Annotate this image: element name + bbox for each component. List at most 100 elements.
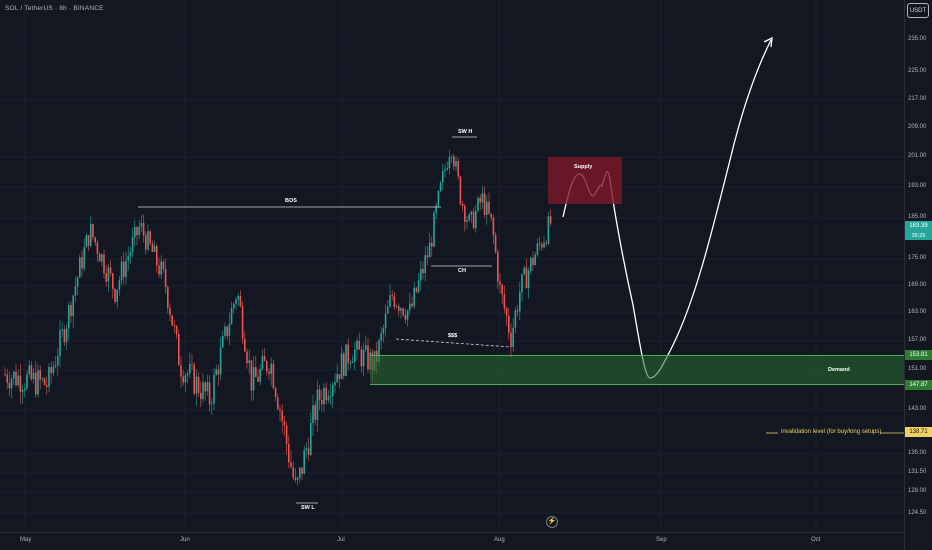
candle-body bbox=[184, 375, 187, 383]
candle-body bbox=[173, 325, 176, 327]
candle-body bbox=[127, 256, 129, 261]
price-tick: 175.00 bbox=[908, 255, 927, 261]
candle-body bbox=[433, 212, 435, 247]
swing-high-label: SW H bbox=[458, 129, 473, 135]
price-tick: 193.00 bbox=[908, 183, 927, 189]
candle-body bbox=[395, 306, 398, 308]
candle-body bbox=[470, 211, 473, 215]
candle-body bbox=[332, 385, 334, 396]
candle-body bbox=[358, 340, 360, 350]
price-tick: 135.00 bbox=[908, 450, 927, 456]
candle-body bbox=[406, 310, 409, 320]
candle-body bbox=[527, 270, 530, 289]
demand-label: Demand bbox=[828, 367, 850, 373]
supply-label: Supply bbox=[574, 164, 593, 170]
candle-body bbox=[349, 362, 352, 364]
candle-body bbox=[444, 169, 446, 172]
candle-body bbox=[226, 326, 228, 336]
supply-zone[interactable]: Supply bbox=[548, 157, 622, 204]
lightning-icon[interactable]: ⚡ bbox=[546, 516, 558, 528]
candle-body bbox=[24, 388, 26, 391]
candle-body bbox=[217, 369, 220, 375]
candle-body bbox=[400, 308, 402, 311]
candle-body bbox=[235, 299, 237, 304]
candle-body bbox=[259, 368, 261, 382]
candle-body bbox=[72, 295, 74, 317]
chart-area[interactable]: SOL / TetherUS · 8h · BINANCE Supply Dem… bbox=[0, 0, 904, 532]
candle-body bbox=[215, 369, 217, 375]
candle-body bbox=[351, 361, 354, 363]
candle-body bbox=[525, 267, 528, 289]
candle-body bbox=[314, 405, 316, 420]
candle-body bbox=[281, 410, 283, 421]
liquidity-line bbox=[395, 338, 512, 348]
candle-body bbox=[378, 340, 380, 362]
time-label: Aug bbox=[494, 537, 505, 543]
countdown-tag: 26:25 bbox=[905, 231, 932, 240]
candle-body bbox=[182, 376, 184, 383]
candle-body bbox=[488, 201, 490, 214]
candle-body bbox=[490, 213, 492, 218]
time-label: Oct bbox=[811, 537, 821, 543]
candle-body bbox=[426, 255, 429, 258]
candle-body bbox=[116, 289, 118, 302]
demand-zone[interactable]: Demand bbox=[370, 355, 904, 385]
candle-body bbox=[70, 305, 72, 317]
candle-body bbox=[248, 360, 250, 364]
candle-body bbox=[197, 376, 200, 393]
candle-body bbox=[483, 193, 486, 216]
candle-body bbox=[296, 477, 299, 480]
candle-body bbox=[382, 328, 385, 334]
price-tick: 185.00 bbox=[908, 214, 927, 220]
candle-body bbox=[76, 277, 79, 287]
price-axis[interactable]: USDT 235.00 225.00 217.00 209.00 201.00 … bbox=[904, 0, 932, 550]
candle-body bbox=[519, 292, 521, 312]
candle-body bbox=[246, 351, 248, 364]
candle-body bbox=[534, 254, 536, 265]
price-tick: 217.00 bbox=[908, 96, 927, 102]
candle-body bbox=[486, 201, 488, 216]
candle-body bbox=[112, 273, 114, 289]
candle-body bbox=[329, 395, 332, 397]
currency-button[interactable]: USDT bbox=[907, 3, 929, 18]
candle-body bbox=[402, 308, 404, 315]
candle-body bbox=[327, 396, 330, 400]
candle-body bbox=[171, 315, 173, 326]
candle-body bbox=[499, 281, 501, 285]
candle-body bbox=[261, 356, 264, 369]
candle-body bbox=[54, 365, 57, 367]
price-tick: 131.50 bbox=[908, 469, 927, 475]
candle-body bbox=[481, 193, 484, 203]
candle-body bbox=[136, 226, 138, 236]
candle-body bbox=[274, 388, 277, 398]
candle-body bbox=[26, 374, 28, 389]
candle-body bbox=[206, 382, 209, 392]
candle-body bbox=[6, 374, 8, 383]
candle-body bbox=[389, 295, 391, 307]
candle-body bbox=[549, 216, 552, 224]
candle-body bbox=[65, 328, 68, 343]
candle-body bbox=[46, 385, 48, 387]
candle-body bbox=[391, 295, 393, 297]
candle-body bbox=[263, 356, 266, 362]
candle-body bbox=[310, 422, 312, 455]
candle-body bbox=[283, 420, 286, 426]
candle-body bbox=[530, 257, 532, 271]
swing-low-label: SW L bbox=[301, 505, 315, 511]
candle-body bbox=[200, 392, 202, 400]
candle-body bbox=[268, 371, 270, 374]
chart-canvas[interactable] bbox=[0, 0, 904, 532]
candle-body bbox=[237, 295, 239, 300]
candle-body bbox=[59, 330, 61, 357]
candle-body bbox=[178, 334, 180, 366]
candle-body bbox=[501, 284, 503, 295]
candle-body bbox=[32, 372, 35, 380]
candle-body bbox=[43, 378, 46, 386]
candle-body bbox=[393, 296, 396, 307]
time-axis[interactable]: May Jun Jul Aug Sep Oct bbox=[0, 532, 904, 550]
candle-body bbox=[270, 363, 272, 374]
candle-body bbox=[189, 363, 191, 374]
candle-body bbox=[338, 374, 341, 379]
candle-body bbox=[52, 366, 55, 374]
candle-body bbox=[17, 375, 19, 386]
